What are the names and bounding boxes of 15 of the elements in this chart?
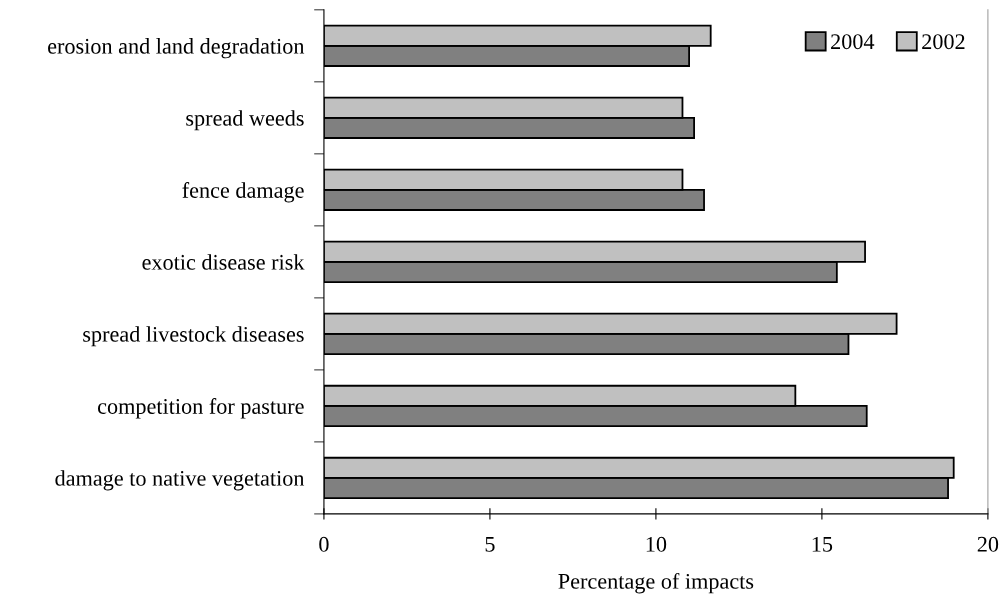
y-tick-label: competition for pasture <box>97 398 304 419</box>
y-tick-label: fence damage <box>182 182 304 203</box>
y-tick-label: exotic disease risk <box>142 254 305 270</box>
x-tick-label: 15 <box>812 536 833 552</box>
legend-label: 2004 <box>831 34 875 50</box>
y-tick-label: damage to native vegetation <box>55 470 305 491</box>
legend-label: 2002 <box>922 34 965 50</box>
x-tick-label: 10 <box>646 536 667 552</box>
x-tick-label: 20 <box>977 536 999 552</box>
y-tick-label: spread livestock diseases <box>83 326 304 347</box>
x-tick-label: 5 <box>485 537 495 552</box>
y-tick-label: spread weeds <box>186 110 304 131</box>
x-axis-title: Percentage of impacts <box>558 572 754 594</box>
x-tick-label: 0 <box>319 536 329 552</box>
y-tick-label: erosion and land degradation <box>48 38 305 59</box>
